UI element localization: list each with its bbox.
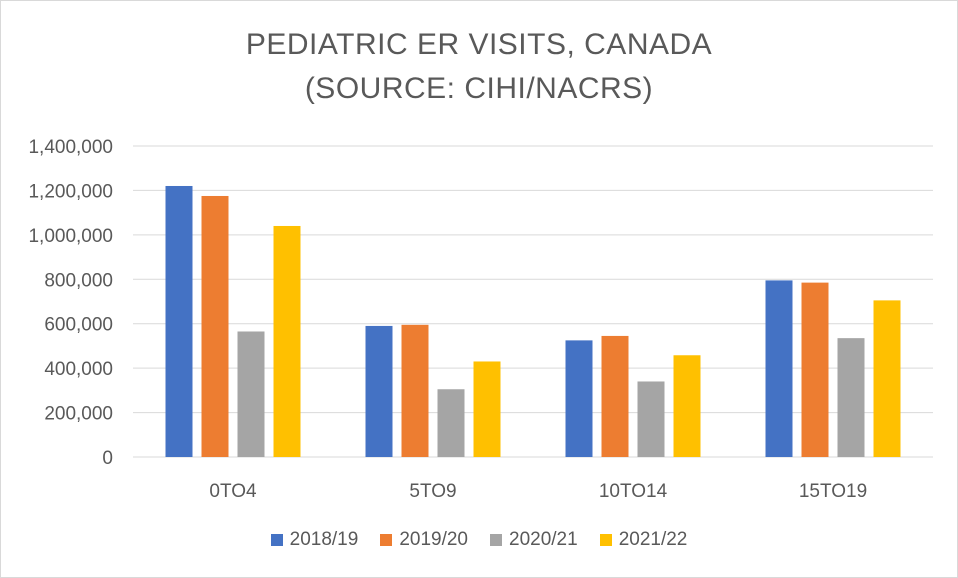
chart-legend: 2018/19 2019/20 2020/21 2021/22 [1, 529, 957, 551]
legend-swatch [490, 534, 502, 546]
bar [765, 280, 793, 457]
legend-item: 2020/21 [490, 529, 578, 551]
y-tick-label: 200,000 [44, 404, 113, 425]
bar [637, 381, 665, 457]
x-tick-label: 10TO14 [599, 481, 668, 502]
legend-item: 2018/19 [270, 529, 359, 551]
bar [673, 355, 701, 457]
bar [165, 185, 193, 457]
bar [273, 225, 301, 457]
y-tick-label: 600,000 [44, 315, 113, 336]
legend-label: 2018/19 [289, 529, 359, 550]
x-tick-label: 0TO4 [209, 481, 257, 502]
bar [401, 324, 429, 457]
bar [237, 331, 265, 457]
bar [801, 282, 829, 457]
legend-label: 2020/21 [509, 529, 578, 550]
x-tick-label: 15TO19 [799, 481, 867, 502]
y-tick-label: 1,200,000 [28, 181, 113, 202]
chart-title: PEDIATRIC ER VISITS, CANADA (SOURCE: CIH… [1, 23, 957, 111]
y-tick-label: 0 [102, 448, 113, 469]
bar [565, 340, 593, 457]
legend-label: 2019/20 [399, 529, 468, 550]
legend-item: 2019/20 [380, 529, 468, 551]
chart-title-line-1: PEDIATRIC ER VISITS, CANADA [245, 28, 713, 61]
y-tick-label: 1,400,000 [28, 137, 113, 158]
bar [365, 325, 393, 457]
legend-swatch [599, 534, 612, 546]
legend-swatch [270, 534, 283, 546]
y-tick-label: 800,000 [44, 270, 113, 291]
legend-item: 2021/22 [599, 529, 688, 551]
bar [201, 195, 229, 457]
y-tick-label: 400,000 [44, 359, 113, 380]
chart-title-line-2: (SOURCE: CIHI/NACRS) [304, 72, 654, 105]
bar [473, 361, 501, 457]
bar [601, 335, 629, 457]
legend-label: 2021/22 [618, 529, 688, 550]
x-tick-label: 5TO9 [409, 481, 456, 502]
bar [437, 389, 465, 457]
y-tick-label: 1,000,000 [28, 226, 113, 247]
bar [837, 338, 865, 457]
legend-swatch [380, 534, 393, 546]
bar [873, 300, 901, 457]
